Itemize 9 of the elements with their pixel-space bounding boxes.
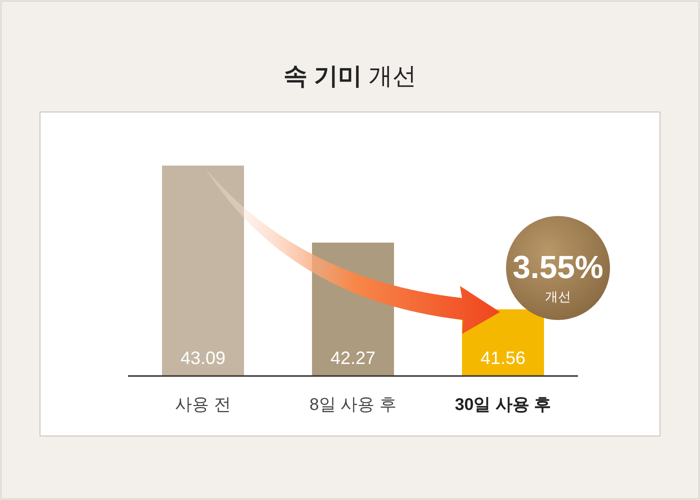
annotation: 개선 [545,289,571,304]
x-tick-label: 사용 전 [175,395,231,414]
chart-title: 속 기미 개선 [283,63,417,90]
x-tick-label: 8일 사용 후 [310,395,396,414]
annotation: 3.55% [512,249,604,285]
data-label: 42.27 [330,348,376,368]
x-tick-label: 30일 사용 후 [454,395,552,414]
data-label: 41.56 [480,348,526,368]
data-label: 43.09 [180,348,226,368]
